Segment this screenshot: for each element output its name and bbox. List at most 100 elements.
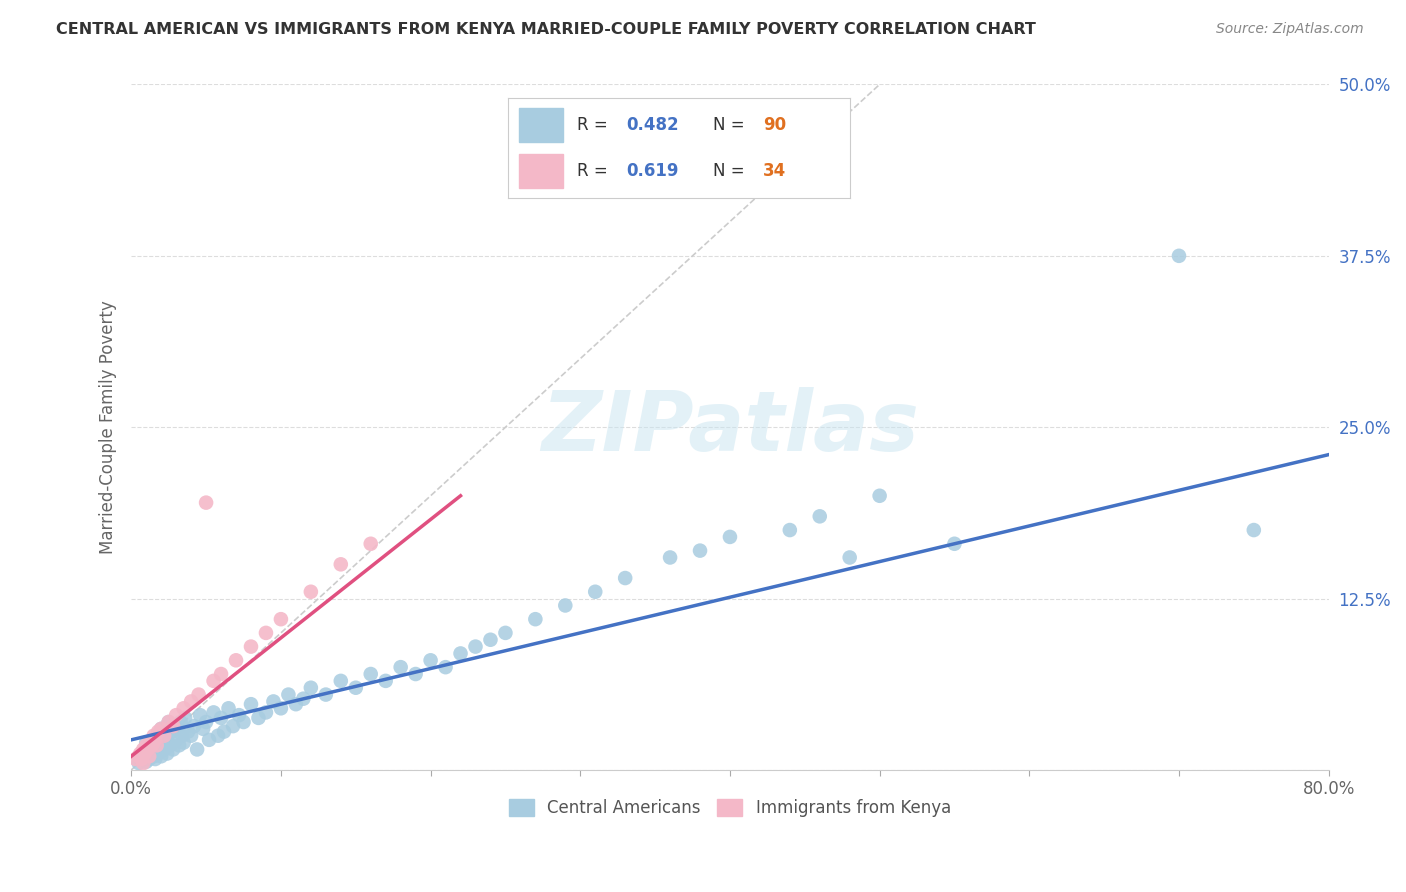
Text: Source: ZipAtlas.com: Source: ZipAtlas.com bbox=[1216, 22, 1364, 37]
Point bbox=[262, 694, 284, 708]
Point bbox=[374, 673, 396, 688]
Point bbox=[583, 584, 606, 599]
Point bbox=[1168, 249, 1191, 263]
Point bbox=[212, 724, 235, 739]
Point bbox=[143, 732, 166, 747]
Point bbox=[344, 681, 367, 695]
Point bbox=[157, 714, 180, 729]
Point bbox=[135, 742, 157, 756]
Point bbox=[165, 732, 187, 747]
Point bbox=[254, 706, 277, 720]
Point bbox=[225, 653, 247, 667]
Point bbox=[188, 708, 211, 723]
Point bbox=[405, 667, 427, 681]
Point bbox=[202, 673, 225, 688]
Point bbox=[209, 667, 232, 681]
Point bbox=[254, 626, 277, 640]
Point bbox=[1243, 523, 1265, 537]
Point bbox=[284, 697, 307, 711]
Point bbox=[160, 724, 183, 739]
Point bbox=[718, 530, 741, 544]
Point bbox=[808, 509, 831, 524]
Point bbox=[165, 708, 187, 723]
Point bbox=[299, 584, 322, 599]
Point bbox=[139, 735, 162, 749]
Point bbox=[142, 749, 165, 764]
Point bbox=[202, 706, 225, 720]
Point bbox=[270, 701, 292, 715]
Point bbox=[183, 719, 205, 733]
Point bbox=[134, 747, 156, 761]
Point bbox=[218, 701, 240, 715]
Point bbox=[148, 724, 170, 739]
Point bbox=[195, 495, 218, 509]
Point bbox=[240, 697, 263, 711]
Point bbox=[142, 732, 165, 747]
Point bbox=[173, 701, 195, 715]
Point bbox=[157, 714, 180, 729]
Point bbox=[150, 749, 173, 764]
Point bbox=[166, 722, 188, 736]
Point bbox=[247, 711, 270, 725]
Point bbox=[180, 729, 202, 743]
Point bbox=[134, 747, 156, 761]
Point bbox=[169, 714, 191, 729]
Point bbox=[360, 667, 382, 681]
Point bbox=[132, 742, 155, 756]
Point bbox=[659, 550, 682, 565]
Point bbox=[135, 755, 157, 769]
Point bbox=[150, 722, 173, 736]
Text: ZIPatlas: ZIPatlas bbox=[541, 387, 920, 467]
Point bbox=[172, 729, 194, 743]
Point bbox=[162, 719, 184, 733]
Point bbox=[180, 694, 202, 708]
Point bbox=[159, 739, 181, 753]
Point bbox=[132, 752, 155, 766]
Point bbox=[156, 747, 179, 761]
Point bbox=[329, 558, 352, 572]
Point bbox=[162, 742, 184, 756]
Point bbox=[167, 739, 190, 753]
Point bbox=[141, 739, 163, 753]
Point bbox=[222, 719, 245, 733]
Point bbox=[479, 632, 502, 647]
Point bbox=[152, 739, 174, 753]
Point bbox=[360, 537, 382, 551]
Point bbox=[142, 729, 165, 743]
Point bbox=[149, 742, 172, 756]
Point bbox=[524, 612, 547, 626]
Point bbox=[143, 752, 166, 766]
Point bbox=[138, 749, 160, 764]
Point bbox=[315, 688, 337, 702]
Y-axis label: Married-Couple Family Poverty: Married-Couple Family Poverty bbox=[100, 301, 117, 554]
Point bbox=[869, 489, 891, 503]
Point bbox=[177, 724, 200, 739]
Point bbox=[689, 543, 711, 558]
Point bbox=[779, 523, 801, 537]
Point bbox=[277, 688, 299, 702]
Point bbox=[198, 732, 221, 747]
Point bbox=[450, 647, 472, 661]
Point bbox=[186, 742, 208, 756]
Point bbox=[131, 749, 153, 764]
Point bbox=[148, 747, 170, 761]
Point bbox=[299, 681, 322, 695]
Point bbox=[614, 571, 637, 585]
Point bbox=[136, 749, 159, 764]
Point bbox=[135, 735, 157, 749]
Point bbox=[141, 742, 163, 756]
Point bbox=[209, 711, 232, 725]
Point bbox=[464, 640, 486, 654]
Point bbox=[419, 653, 441, 667]
Point bbox=[228, 708, 250, 723]
Point bbox=[131, 752, 153, 766]
Point bbox=[191, 722, 214, 736]
Point bbox=[136, 742, 159, 756]
Point bbox=[195, 714, 218, 729]
Point bbox=[138, 739, 160, 753]
Point bbox=[554, 599, 576, 613]
Point bbox=[135, 739, 157, 753]
Point bbox=[389, 660, 412, 674]
Point bbox=[329, 673, 352, 688]
Point bbox=[153, 742, 176, 756]
